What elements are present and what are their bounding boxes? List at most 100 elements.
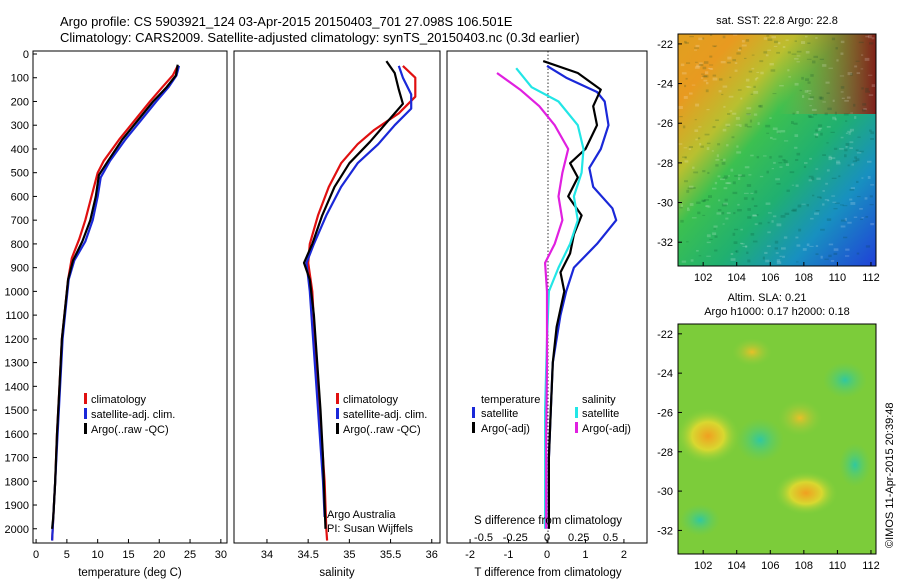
sst-speckle	[865, 35, 869, 38]
sst-speckle	[845, 132, 848, 134]
sst-speckle	[831, 157, 836, 159]
depth-tick-label: 1300	[5, 358, 29, 370]
depth-tick-label: 200	[11, 96, 29, 108]
sst-speckle	[793, 122, 798, 125]
sst-speckle	[754, 223, 758, 226]
map-y-tick-label: -26	[657, 407, 673, 419]
sst-speckle	[792, 208, 797, 212]
sst-speckle	[726, 182, 732, 185]
sst-speckle	[811, 108, 817, 111]
sst-speckle	[723, 175, 729, 178]
sst-speckle	[845, 120, 848, 122]
sst-speckle	[744, 166, 750, 169]
sst-speckle	[707, 67, 710, 69]
sst-speckle	[722, 35, 726, 39]
sst-speckle	[817, 196, 822, 198]
sst-speckle	[737, 209, 742, 212]
sst-speckle	[795, 159, 799, 161]
sst-speckle	[796, 61, 800, 63]
sst-speckle	[737, 49, 741, 51]
sst-speckle	[826, 142, 829, 144]
sst-speckle	[842, 205, 848, 207]
sst-speckle	[845, 143, 850, 146]
x-tick-label: 10	[92, 549, 104, 561]
sst-speckle	[820, 228, 825, 231]
sst-speckle	[721, 203, 727, 207]
sst-speckle	[707, 171, 710, 174]
depth-tick-label: 500	[11, 168, 29, 180]
sst-speckle	[822, 64, 827, 67]
map-x-tick-label: 108	[795, 560, 813, 572]
sst-speckle	[862, 103, 867, 106]
series-line-satellite-adj-clim-	[305, 65, 413, 517]
sst-speckle	[706, 82, 709, 85]
sst-speckle	[850, 187, 855, 190]
x-tick-label: 34	[261, 549, 273, 561]
sst-speckle	[734, 62, 738, 64]
sst-speckle	[840, 86, 845, 89]
sst-speckle	[791, 184, 795, 186]
sst-map-panel: sat. SST: 22.8 Argo: 22.8 102 104 106 108 11…	[657, 15, 880, 284]
sst-speckle	[689, 36, 694, 38]
sst-speckle	[734, 250, 737, 253]
sst-speckle	[765, 202, 771, 205]
temperature-x-axis: 0 5 10 15 20 25 30	[33, 539, 227, 561]
depth-axis: 0 100 200 300 400 500 600 700 800 900 1000 1100 1200…	[5, 49, 37, 536]
sst-speckle	[774, 247, 778, 250]
legend-swatch-climatology	[336, 393, 339, 404]
sst-speckle	[850, 202, 856, 205]
sst-speckle	[694, 129, 699, 132]
sst-speckle	[709, 34, 713, 36]
sst-map-title: sat. SST: 22.8 Argo: 22.8	[716, 15, 838, 27]
sst-speckle	[846, 96, 851, 99]
sst-speckle	[765, 259, 770, 263]
sst-speckle	[747, 216, 752, 219]
sst-speckle	[833, 208, 838, 210]
sst-speckle	[769, 117, 772, 119]
sst-speckle	[770, 69, 776, 72]
sst-speckle	[799, 89, 802, 92]
sst-speckle	[857, 196, 861, 198]
sst-speckle	[681, 72, 687, 75]
sst-speckle	[689, 185, 694, 188]
sst-speckle	[769, 63, 774, 66]
legend-swatch-t-argo	[472, 422, 475, 433]
sst-speckle	[753, 90, 759, 94]
map-x-tick-label: 108	[795, 272, 813, 284]
sst-speckle	[751, 197, 755, 201]
sst-speckle	[855, 149, 859, 152]
sst-speckle	[767, 212, 772, 214]
sst-speckle	[730, 253, 734, 255]
sst-speckle	[831, 195, 836, 197]
sst-speckle	[706, 241, 711, 244]
sst-speckle	[771, 220, 774, 223]
sst-speckle	[783, 236, 788, 239]
x-tick-label: 15	[122, 549, 134, 561]
sst-speckle	[732, 112, 737, 115]
sst-speckle	[732, 181, 736, 185]
sst-speckle	[849, 128, 854, 132]
sst-speckle	[698, 62, 703, 65]
sst-speckle	[736, 151, 742, 154]
sst-speckle	[819, 96, 824, 100]
sst-speckle	[751, 67, 755, 70]
sst-speckle	[794, 134, 799, 137]
sst-speckle	[745, 245, 748, 248]
legend-label-t-satellite: satellite	[481, 408, 518, 420]
sst-speckle	[694, 66, 700, 69]
sst-speckle	[745, 78, 750, 82]
sst-speckle	[794, 58, 799, 60]
sst-speckle	[870, 138, 874, 140]
sst-speckle	[723, 105, 726, 108]
s-diff-tick-label: -0.5	[474, 532, 493, 544]
sla-blob-yellow-west	[676, 408, 740, 464]
series-line-argo-adj-	[496, 72, 570, 529]
sst-speckle	[836, 59, 839, 62]
sst-speckle	[739, 124, 742, 127]
legend-label-climatology: climatology	[91, 394, 147, 406]
difference-panel: -2 -1 0 1 2 -0.5 -0.25 0 0.25 0.5 S difference f…	[446, 50, 648, 579]
sst-speckle	[840, 40, 845, 44]
sst-speckle	[699, 143, 702, 146]
sst-speckle	[860, 68, 864, 70]
sst-speckle	[722, 85, 728, 88]
